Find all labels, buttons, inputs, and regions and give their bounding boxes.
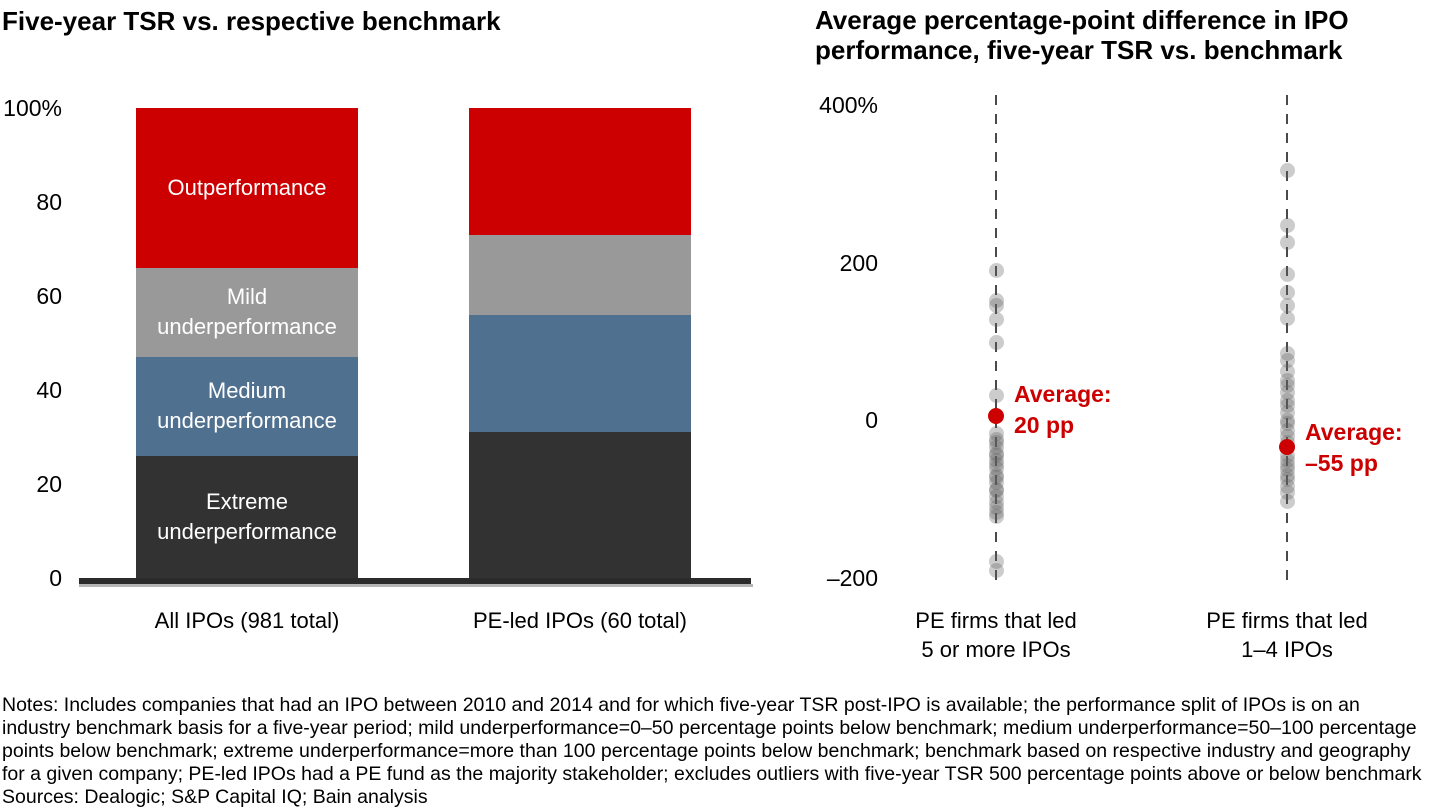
data-point-dot — [988, 481, 1004, 497]
x-axis-shadow — [79, 584, 753, 587]
data-point-dot — [1279, 412, 1295, 428]
average-label: Average: 20 pp — [1014, 381, 1112, 438]
y-axis-tick: 100% — [3, 95, 62, 121]
data-point-dot — [988, 504, 1004, 520]
bar-segment-label: Medium underperformance — [157, 378, 337, 434]
data-point-dot — [1279, 310, 1295, 326]
average-label: Average: –55 pp — [1305, 419, 1403, 476]
data-point-dot — [1279, 397, 1295, 413]
data-point-dot — [1279, 297, 1295, 313]
bar-segment — [469, 234, 691, 315]
left-chart-title: Five-year TSR vs. respective benchmark — [2, 6, 501, 36]
data-point-dot — [988, 488, 1004, 504]
bar-segment — [469, 432, 691, 578]
data-point-dot — [988, 474, 1004, 490]
data-point-dot — [1279, 234, 1295, 250]
data-point-dot — [988, 554, 1004, 570]
data-point-dot — [1279, 373, 1295, 389]
data-point-dot — [1279, 422, 1295, 438]
data-point-dot — [1279, 162, 1295, 178]
x-axis-group-label: PE firms that led 5 or more IPOs — [915, 608, 1077, 662]
data-point-dot — [1279, 377, 1295, 393]
note-line: for a given company; PE-led IPOs had a P… — [2, 763, 1422, 785]
data-point-dot — [1279, 453, 1295, 469]
data-point-dot — [988, 262, 1004, 278]
data-point-dot — [988, 440, 1004, 456]
bar-segment-label: Mild underperformance — [157, 284, 337, 340]
data-point-dot — [988, 453, 1004, 469]
note-line: Notes: Includes companies that had an IP… — [2, 694, 1360, 716]
data-point-dot — [988, 483, 1004, 499]
data-point-dot — [988, 292, 1004, 308]
average-dot — [1279, 438, 1295, 455]
note-line: points below benchmark; extreme underper… — [2, 740, 1411, 762]
sources-line: Sources: Dealogic; S&P Capital IQ; Bain … — [2, 786, 428, 808]
data-point-dot — [988, 499, 1004, 515]
data-point-dot — [1279, 284, 1295, 300]
data-point-dot — [1279, 363, 1295, 379]
right-chart-title: Average percentage-point difference in I… — [815, 5, 1349, 65]
bar-segment — [136, 267, 358, 358]
bar-segment — [136, 357, 358, 456]
bar-segment — [469, 108, 691, 235]
data-point-dot — [988, 467, 1004, 483]
data-point-dot — [1279, 266, 1295, 282]
data-point-dot — [988, 445, 1004, 461]
data-point-dot — [988, 460, 1004, 476]
data-point-dot — [988, 495, 1004, 511]
x-axis-category-label: PE-led IPOs (60 total) — [473, 608, 687, 633]
bar-segment-label: Extreme underperformance — [157, 488, 337, 544]
data-point-dot — [1279, 416, 1295, 432]
data-point-dot — [988, 335, 1004, 351]
data-point-dot — [1279, 353, 1295, 369]
y-axis-tick: 20 — [36, 471, 62, 497]
y-axis-tick: 80 — [36, 189, 62, 215]
data-point-dot — [988, 432, 1004, 448]
data-point-dot — [1279, 405, 1295, 421]
average-dot — [988, 408, 1004, 425]
data-point-dot — [988, 425, 1004, 441]
data-point-dot — [1279, 462, 1295, 478]
data-point-dot — [1279, 484, 1295, 500]
dashed-guide-line — [1286, 95, 1288, 585]
footnotes: Notes: Includes companies that had an IP… — [2, 694, 1440, 809]
data-point-dot — [1279, 479, 1295, 495]
data-point-dot — [1279, 472, 1295, 488]
y-axis-tick: 40 — [36, 377, 62, 403]
data-point-dot — [988, 312, 1004, 328]
data-point-dot — [988, 562, 1004, 578]
bar-segment — [469, 314, 691, 433]
bar-segment-label: Outperformance — [167, 174, 327, 200]
y-axis-tick: 400% — [819, 92, 878, 118]
data-point-dot — [988, 469, 1004, 485]
data-point-dot — [1279, 392, 1295, 408]
data-point-dot — [988, 447, 1004, 463]
data-point-dot — [1279, 345, 1295, 361]
x-axis-line — [79, 578, 751, 584]
data-point-dot — [1279, 458, 1295, 474]
x-axis-group-label: PE firms that led 1–4 IPOs — [1206, 608, 1368, 662]
bar-segment — [136, 108, 358, 268]
data-point-dot — [1279, 494, 1295, 510]
y-axis-tick: –200 — [826, 564, 878, 591]
y-axis-tick: 60 — [36, 283, 62, 309]
data-point-dot — [988, 297, 1004, 313]
data-point-dot — [1279, 217, 1295, 233]
dashed-guide-line — [995, 95, 997, 585]
data-point-dot — [988, 434, 1004, 450]
y-axis-tick: 0 — [865, 407, 878, 433]
data-point-dot — [1279, 467, 1295, 483]
data-point-dot — [988, 508, 1004, 524]
bar-segment — [136, 455, 358, 578]
note-line: industry benchmark basis for a five-year… — [2, 717, 1417, 739]
data-point-dot — [1279, 384, 1295, 400]
data-point-dot — [988, 388, 1004, 404]
y-axis-tick: 200 — [839, 249, 878, 276]
data-point-dot — [988, 457, 1004, 473]
y-axis-tick: 0 — [49, 565, 62, 591]
x-axis-category-label: All IPOs (981 total) — [154, 608, 340, 633]
